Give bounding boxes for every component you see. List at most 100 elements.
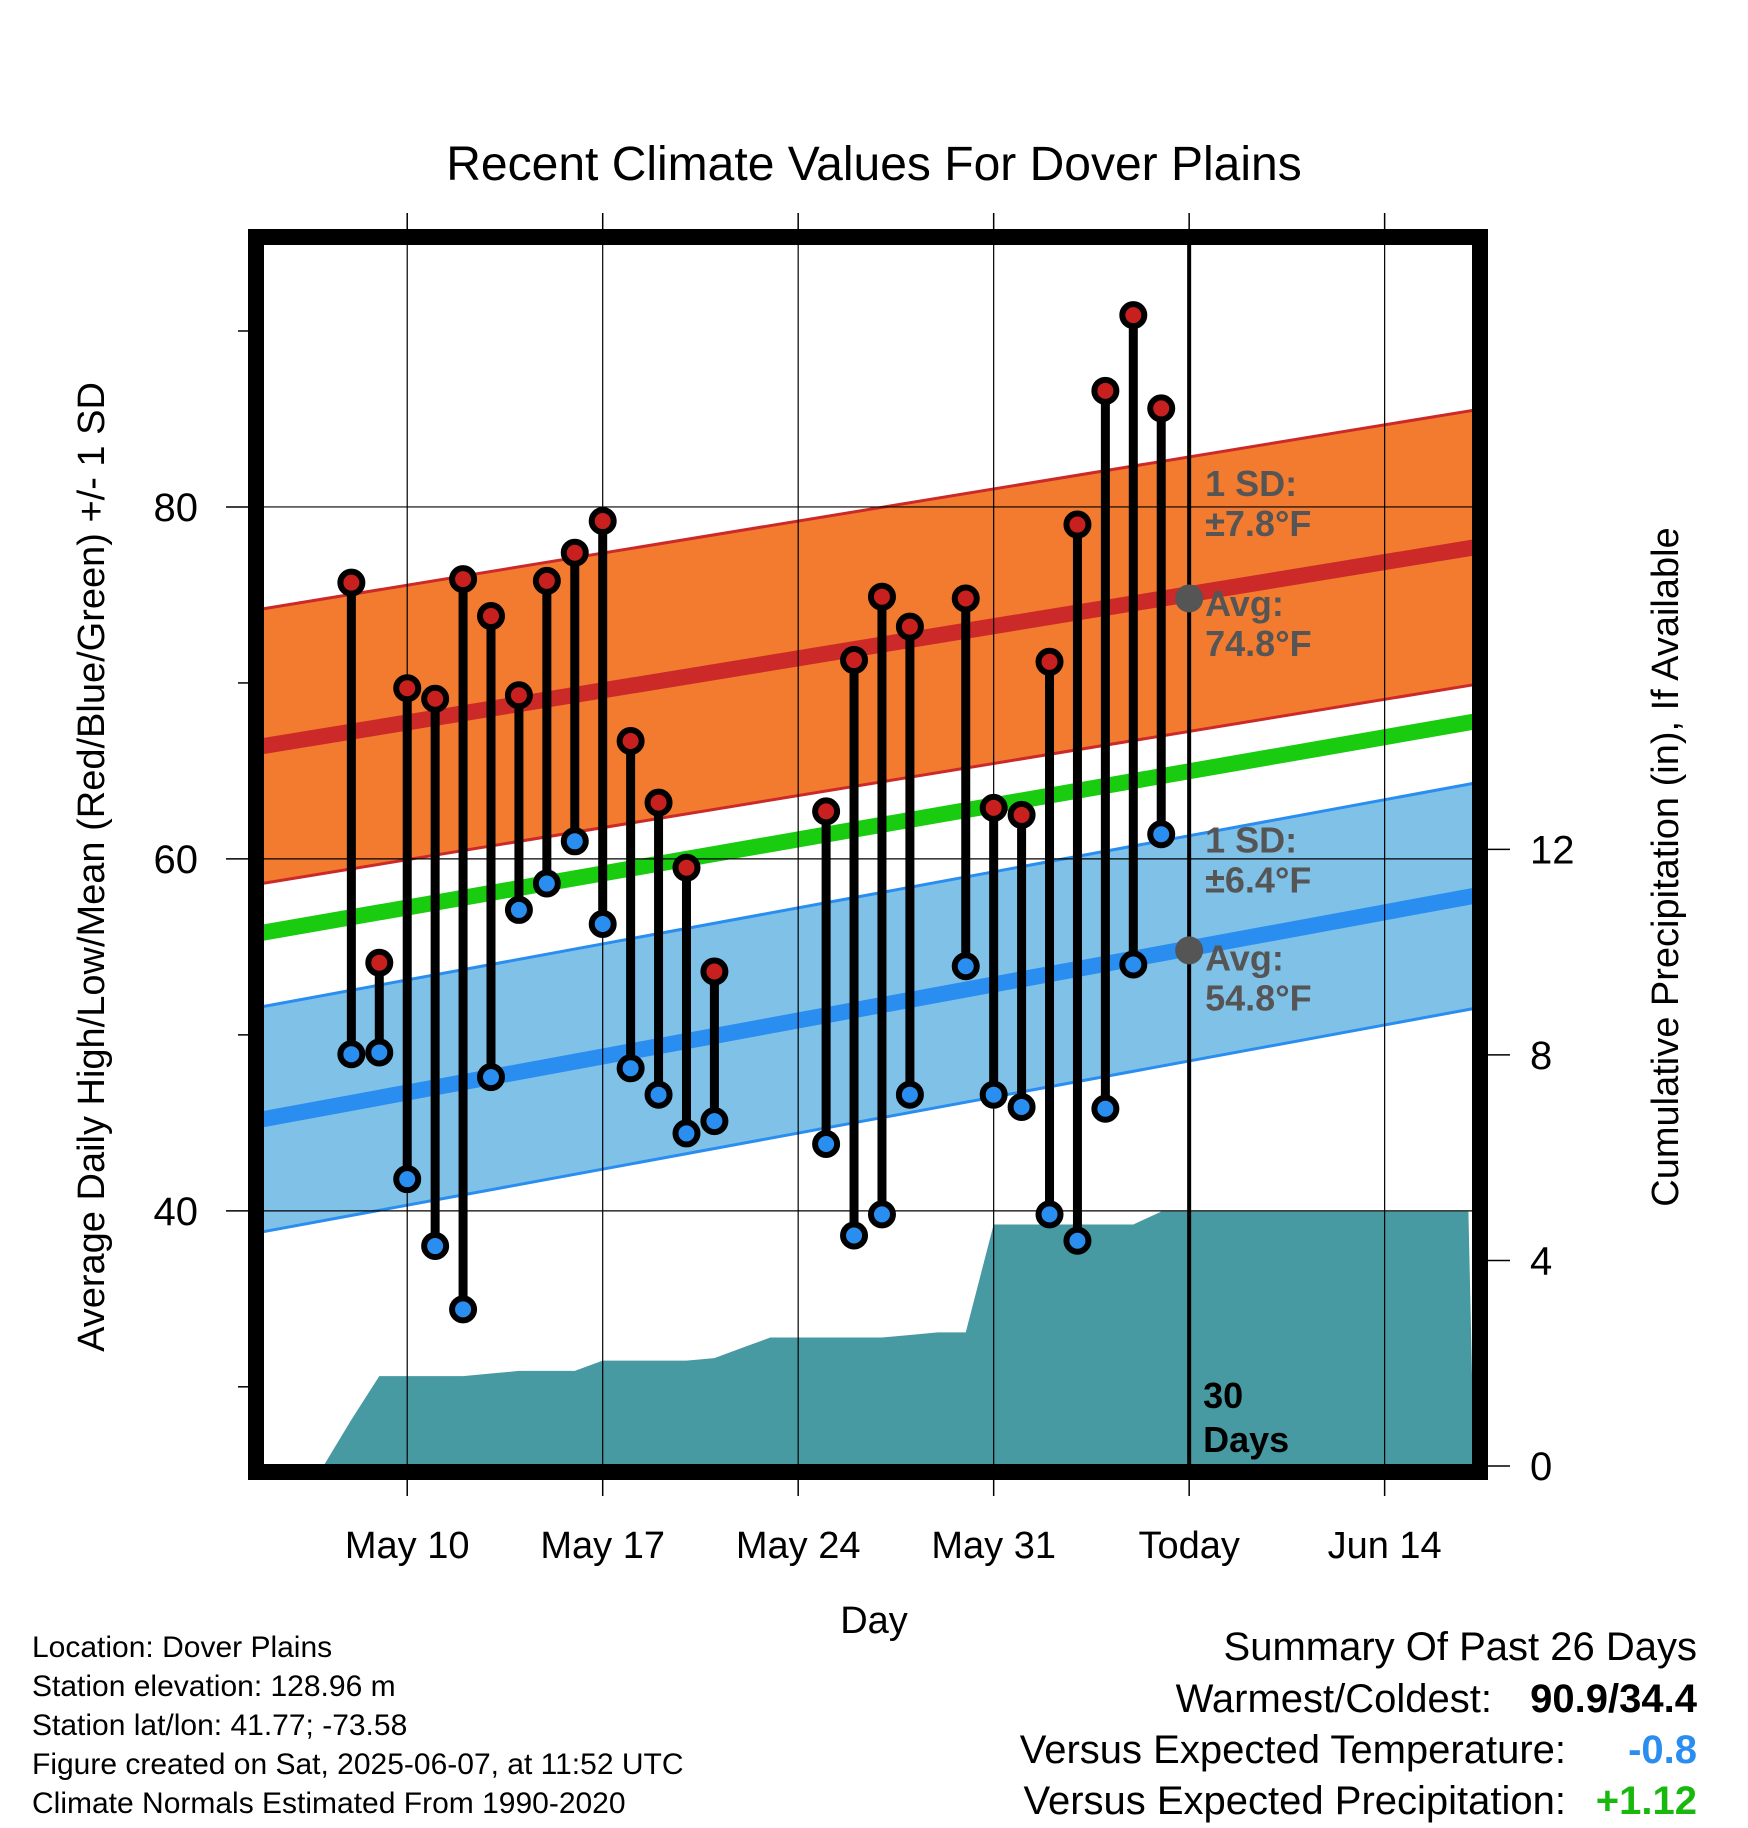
daily-high-marker xyxy=(1091,376,1120,405)
today-days-number: 30 xyxy=(1203,1375,1243,1416)
daily-low-marker xyxy=(812,1129,841,1158)
today-days-word: Days xyxy=(1203,1419,1289,1460)
high-avg-label: Avg: xyxy=(1205,583,1284,624)
daily-high-marker xyxy=(449,565,478,594)
daily-markers xyxy=(337,301,1176,1324)
daily-high-marker xyxy=(840,646,869,675)
warm-cold-label: Warmest/Coldest: xyxy=(1176,1677,1492,1721)
y2-tick-label: 12 xyxy=(1530,828,1575,872)
temp-vs-expected-label: Versus Expected Temperature: xyxy=(1020,1728,1566,1772)
daily-high-marker xyxy=(532,566,561,595)
daily-high-marker xyxy=(1063,510,1092,539)
daily-low-marker xyxy=(337,1040,366,1069)
daily-low-marker xyxy=(560,827,589,856)
daily-low-marker xyxy=(1035,1200,1064,1229)
station-location: Location: Dover Plains xyxy=(32,1631,332,1664)
daily-low-marker xyxy=(979,1080,1008,1109)
daily-low-marker xyxy=(951,952,980,981)
x-axis-label: Day xyxy=(840,1600,908,1642)
x-tick-label: May 17 xyxy=(540,1525,665,1567)
daily-high-marker xyxy=(421,684,450,713)
low-avg-label: Avg: xyxy=(1205,937,1284,978)
daily-low-marker xyxy=(449,1295,478,1324)
daily-low-marker xyxy=(672,1119,701,1148)
daily-high-marker xyxy=(365,948,394,977)
daily-high-marker xyxy=(588,507,617,536)
x-tick-label: Today xyxy=(1138,1525,1239,1567)
daily-low-marker xyxy=(365,1038,394,1067)
x-tick-label: May 10 xyxy=(345,1525,470,1567)
daily-high-marker xyxy=(1035,647,1064,676)
daily-low-marker xyxy=(1007,1093,1036,1122)
daily-high-marker xyxy=(393,674,422,703)
daily-low-marker xyxy=(588,910,617,939)
daily-high-marker xyxy=(616,726,645,755)
daily-high-marker xyxy=(672,853,701,882)
daily-low-marker xyxy=(532,869,561,898)
high-avg-value: 74.8°F xyxy=(1205,623,1311,664)
y2-tick-label: 4 xyxy=(1530,1239,1552,1283)
chart-title: Recent Climate Values For Dover Plains xyxy=(446,138,1301,191)
daily-high-marker xyxy=(700,957,729,986)
low-sd-value: ±6.4°F xyxy=(1205,859,1311,900)
daily-high-marker xyxy=(1147,394,1176,423)
daily-high-marker xyxy=(504,681,533,710)
daily-high-marker xyxy=(644,788,673,817)
y-axis-label: Average Daily High/Low/Mean (Red/Blue/Gr… xyxy=(71,382,113,1352)
low-sd-label: 1 SD: xyxy=(1205,819,1297,860)
daily-low-marker xyxy=(895,1080,924,1109)
daily-low-marker xyxy=(644,1080,673,1109)
daily-high-marker xyxy=(476,602,505,631)
plot-border xyxy=(248,229,1488,1480)
daily-low-marker xyxy=(1147,820,1176,849)
precip-vs-expected-label: Versus Expected Precipitation: xyxy=(1023,1779,1566,1823)
daily-low-marker xyxy=(393,1165,422,1194)
high-sd-value: ±7.8°F xyxy=(1205,503,1311,544)
daily-low-marker xyxy=(1119,950,1148,979)
y-tick-label: 60 xyxy=(154,838,199,882)
low-avg-value: 54.8°F xyxy=(1205,977,1311,1018)
daily-high-marker xyxy=(1119,301,1148,330)
plot-frame xyxy=(248,229,1488,1480)
daily-high-marker xyxy=(867,582,896,611)
daily-low-marker xyxy=(421,1232,450,1261)
daily-range-stems xyxy=(346,315,1166,1310)
daily-low-marker xyxy=(616,1054,645,1083)
axes: May 10 May 17 May 24 May 31 Today Jun 1440608… xyxy=(154,213,1575,1567)
precip-area xyxy=(323,1211,1475,1466)
high-sd-label: 1 SD: xyxy=(1205,463,1297,504)
climate-normals-note: Climate Normals Estimated From 1990-2020 xyxy=(32,1787,626,1820)
y-tick-label: 80 xyxy=(154,486,199,530)
daily-high-marker xyxy=(1007,800,1036,829)
x-tick-label: May 24 xyxy=(736,1525,861,1567)
temp-vs-expected-value: -0.8 xyxy=(1628,1728,1697,1772)
summary-panel: Summary Of Past 26 Days Warmest/Coldest:… xyxy=(1020,1625,1698,1823)
figure-created: Figure created on Sat, 2025-06-07, at 11… xyxy=(32,1748,684,1781)
station-elevation: Station elevation: 128.96 m xyxy=(32,1670,396,1703)
station-info: Location: Dover Plains Station elevation… xyxy=(32,1631,684,1820)
daily-high-marker xyxy=(812,797,841,826)
precip-vs-expected-value: +1.12 xyxy=(1596,1779,1697,1823)
y-tick-label: 40 xyxy=(154,1190,199,1234)
summary-title: Summary Of Past 26 Days xyxy=(1224,1625,1697,1669)
today-avg-low-marker xyxy=(1175,936,1204,965)
y2-tick-label: 8 xyxy=(1530,1034,1552,1078)
daily-low-marker xyxy=(840,1221,869,1250)
x-tick-label: May 31 xyxy=(931,1525,1056,1567)
y2-tick-label: 0 xyxy=(1530,1445,1552,1489)
daily-high-marker xyxy=(337,568,366,597)
warm-cold-value: 90.9/34.4 xyxy=(1530,1677,1698,1721)
daily-low-marker xyxy=(476,1063,505,1092)
daily-low-marker xyxy=(867,1200,896,1229)
x-tick-label: Jun 14 xyxy=(1328,1525,1442,1567)
daily-low-marker xyxy=(1063,1226,1092,1255)
daily-low-marker xyxy=(700,1107,729,1136)
daily-low-marker xyxy=(1091,1094,1120,1123)
daily-high-marker xyxy=(560,538,589,567)
daily-high-marker xyxy=(951,584,980,613)
daily-high-marker xyxy=(895,612,924,641)
today-avg-high-marker xyxy=(1175,584,1204,613)
precip-area-fill xyxy=(323,1211,1475,1466)
